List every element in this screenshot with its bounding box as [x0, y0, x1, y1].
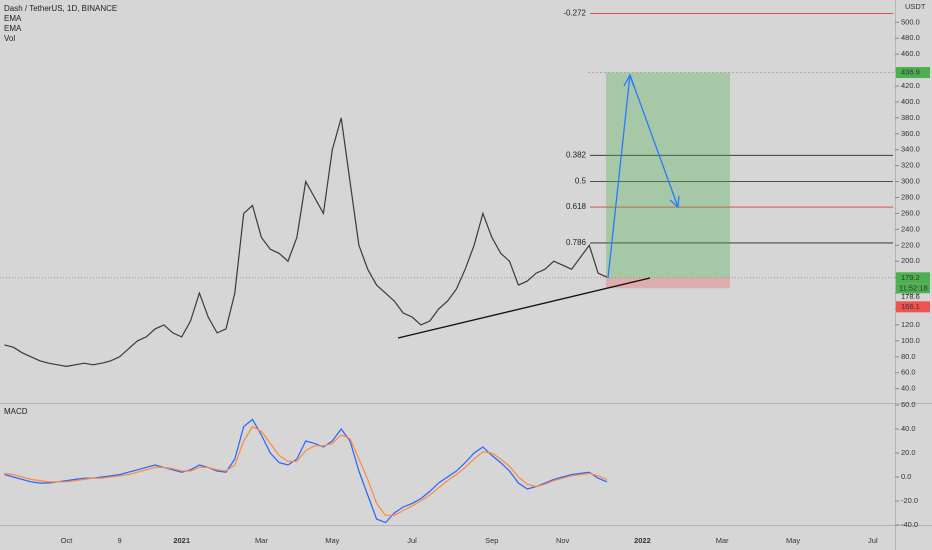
- x-tick-label: May: [786, 536, 800, 545]
- y-tick-label: 280.0: [901, 193, 920, 202]
- y-tick-label: 40.0: [901, 424, 916, 433]
- y-tick-label: 200.0: [901, 256, 920, 265]
- macd-line: [4, 418, 608, 524]
- last-price-label: 178.6: [901, 292, 920, 301]
- x-tick-label: Jul: [868, 536, 878, 545]
- y-tick-label: 400.0: [901, 97, 920, 106]
- y-tick-label: 500.0: [901, 17, 920, 26]
- x-tick-label: 9: [118, 536, 122, 545]
- y-tick-label: 240.0: [901, 224, 920, 233]
- y-tick-label: -20.0: [901, 496, 918, 505]
- price-line: [4, 117, 608, 368]
- y-tick-label: 100.0: [901, 336, 920, 345]
- y-tick-label: 60.0: [901, 400, 916, 409]
- y-tick-label: 320.0: [901, 161, 920, 170]
- y-tick-label: 360.0: [901, 129, 920, 138]
- fib-label: 0.5: [575, 177, 587, 186]
- arrow-head: [623, 73, 680, 209]
- chart-title: Dash / TetherUS, 1D, BINANCE: [4, 4, 117, 13]
- x-tick-label: May: [325, 536, 339, 545]
- x-tick-label: Nov: [556, 536, 570, 545]
- y-tick-label: 460.0: [901, 49, 920, 58]
- x-tick-label: 2022: [634, 536, 651, 545]
- countdown: 11:52:18: [899, 283, 928, 292]
- target-label-box: [896, 67, 930, 79]
- y-tick-label: 40.0: [901, 384, 916, 393]
- y-tick-label: 0.0: [901, 472, 911, 481]
- countdown-box: [896, 283, 930, 294]
- y-tick-label: 60.0: [901, 368, 916, 377]
- x-tick-label: Oct: [61, 536, 74, 545]
- y-tick-label: 120.0: [901, 320, 920, 329]
- indicator-label: EMA: [4, 14, 22, 23]
- loss-zone: [606, 277, 730, 289]
- y-tick-label: 300.0: [901, 177, 920, 186]
- y-tick-label: 80.0: [901, 352, 916, 361]
- y-tick-label: 220.0: [901, 240, 920, 249]
- y-tick-label: 480.0: [901, 33, 920, 42]
- stop-label: 166.1: [901, 302, 920, 311]
- fib-label: 0.618: [566, 202, 587, 211]
- y-tick-label: 20.0: [901, 448, 916, 457]
- macd-line: [4, 425, 608, 516]
- x-tick-label: Mar: [716, 536, 729, 545]
- entry-label: 179.2: [901, 273, 920, 282]
- x-tick-label: Jul: [407, 536, 417, 545]
- fib-label: 0.382: [566, 150, 587, 159]
- indicator-label: EMA: [4, 24, 22, 33]
- stop-label-box: [896, 301, 930, 313]
- y-tick-label: 340.0: [901, 145, 920, 154]
- y-tick-label: 380.0: [901, 113, 920, 122]
- y-tick-label: 260.0: [901, 208, 920, 217]
- entry-label-box: [896, 272, 930, 284]
- profit-zone: [606, 72, 730, 278]
- x-tick-label: 2021: [173, 536, 190, 545]
- fib-label: 0.786: [566, 238, 587, 247]
- drawings: -0.272 0.382 0.5 0.618 0.786: [0, 9, 895, 524]
- trend-line: [397, 277, 651, 339]
- target-label: 436.9: [901, 68, 920, 77]
- macd-title: MACD: [4, 407, 28, 416]
- y-tick-label: -40.0: [901, 520, 918, 529]
- x-tick-label: Mar: [255, 536, 268, 545]
- indicator-label: Vol: [4, 34, 15, 43]
- currency-label: USDT: [905, 2, 926, 11]
- fib-label: -0.272: [563, 9, 586, 18]
- x-tick-label: Sep: [485, 536, 498, 545]
- y-tick-label: 420.0: [901, 81, 920, 90]
